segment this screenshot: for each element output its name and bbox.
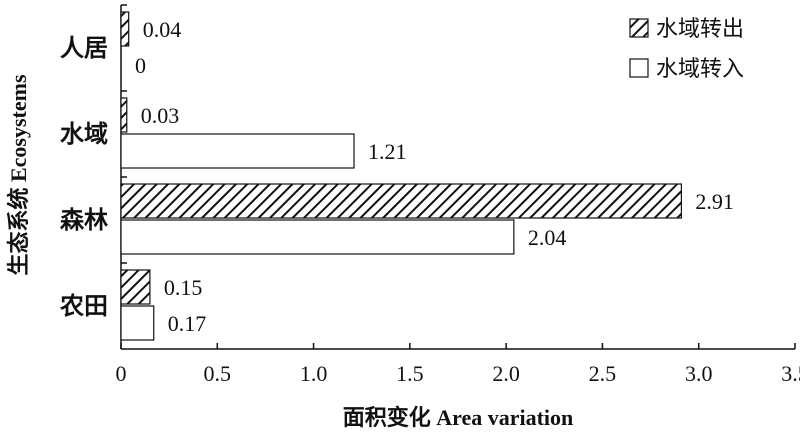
x-tick-label: 2.5 (589, 361, 617, 386)
data-label: 0.17 (168, 311, 207, 336)
data-label: 0.03 (141, 103, 180, 128)
category-label: 农田 (59, 292, 108, 320)
legend-label-inflow: 水域转入 (656, 57, 744, 82)
data-label: 2.91 (695, 189, 734, 214)
bar-inflow (120, 219, 515, 255)
category-label: 森林 (60, 206, 108, 234)
category-label: 水域 (60, 120, 108, 148)
bar-outflow (120, 269, 151, 305)
data-label: 2.04 (528, 225, 567, 250)
y-axis-title: 生态系统 Ecosystems (6, 74, 31, 275)
data-label: 1.21 (368, 139, 407, 164)
bar-outflow (120, 97, 128, 133)
legend: 水域转出 水域转入 (629, 17, 744, 82)
x-tick-label: 2.0 (492, 361, 520, 386)
x-tick-label: 0.5 (204, 361, 232, 386)
x-tick-label: 0 (116, 361, 127, 386)
x-tick-label: 3.0 (685, 361, 713, 386)
category-label: 人居 (60, 34, 108, 62)
bar-outflow (120, 183, 682, 219)
data-label: 0.04 (143, 17, 182, 42)
data-label: 0 (135, 53, 146, 78)
bars (120, 11, 682, 341)
legend-label-outflow: 水域转出 (656, 17, 744, 42)
legend-swatch-inflow (629, 58, 649, 78)
bar-outflow (120, 11, 130, 47)
legend-swatch-outflow (629, 18, 649, 38)
x-tick-label: 1.5 (396, 361, 424, 386)
x-ticks: 0 0.5 1.0 1.5 2.0 2.5 3.0 3.5 (116, 343, 800, 386)
x-tick-label: 1.0 (300, 361, 328, 386)
data-labels: 0.04 0 0.03 1.21 2.91 2.04 0.15 0.17 (135, 17, 734, 336)
x-axis-title: 面积变化 Area variation (343, 405, 574, 430)
bar-inflow (120, 305, 155, 341)
bar-inflow (120, 133, 355, 169)
data-label: 0.15 (164, 275, 203, 300)
x-tick-label: 3.5 (781, 361, 800, 386)
